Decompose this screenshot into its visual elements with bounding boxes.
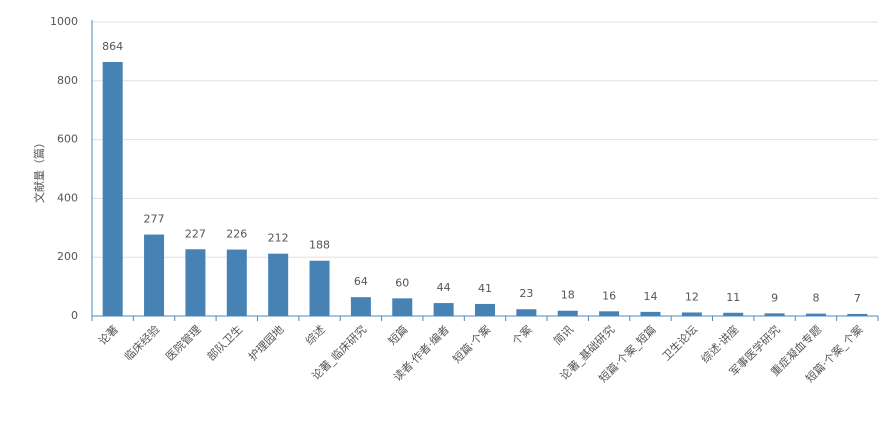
data-label: 60 bbox=[395, 276, 409, 289]
bar bbox=[268, 253, 289, 316]
x-tick-label: 部队卫生 bbox=[204, 322, 245, 363]
x-tick-label: 综述 bbox=[302, 322, 327, 347]
y-tick-label: 1000 bbox=[50, 15, 78, 28]
bar bbox=[516, 309, 537, 316]
data-label: 23 bbox=[519, 287, 533, 300]
y-tick-label: 600 bbox=[57, 133, 78, 146]
data-label: 7 bbox=[854, 292, 861, 305]
bar bbox=[350, 297, 371, 316]
y-tick-label: 800 bbox=[57, 74, 78, 87]
bar bbox=[102, 61, 123, 316]
bar bbox=[805, 313, 826, 316]
x-tick-label: 短篇·个案 bbox=[450, 322, 493, 365]
x-tick-label: 综述·讲座 bbox=[698, 322, 741, 365]
y-tick-label: 0 bbox=[71, 309, 78, 322]
data-label: 226 bbox=[226, 228, 247, 241]
data-label: 18 bbox=[561, 289, 575, 302]
y-axis-label: 文献量（篇） bbox=[32, 137, 46, 203]
x-tick-label: 论著 bbox=[95, 322, 120, 347]
bar bbox=[847, 313, 868, 316]
data-label: 12 bbox=[685, 290, 699, 303]
x-tick-label: 简讯 bbox=[551, 322, 576, 347]
data-label: 16 bbox=[602, 289, 616, 302]
bar bbox=[144, 234, 165, 316]
bar bbox=[433, 303, 454, 316]
data-label: 44 bbox=[437, 281, 451, 294]
bar bbox=[681, 312, 702, 316]
data-label: 8 bbox=[812, 292, 819, 305]
bar bbox=[723, 312, 744, 316]
bar bbox=[309, 260, 330, 316]
data-label: 9 bbox=[771, 291, 778, 304]
x-tick-label: 短篇 bbox=[385, 322, 410, 347]
x-tick-label: 卫生论坛 bbox=[659, 322, 700, 363]
data-label: 277 bbox=[144, 213, 165, 226]
bar bbox=[640, 311, 661, 316]
data-label: 227 bbox=[185, 227, 206, 240]
data-label: 14 bbox=[643, 290, 657, 303]
bar bbox=[557, 310, 578, 316]
x-tick-label: 护理园地 bbox=[245, 322, 286, 363]
data-label: 41 bbox=[478, 282, 492, 295]
bar bbox=[392, 298, 413, 316]
data-label: 11 bbox=[726, 291, 740, 304]
x-tick-label: 临床经验 bbox=[121, 322, 162, 363]
data-label: 64 bbox=[354, 275, 368, 288]
bar bbox=[185, 249, 206, 316]
bar bbox=[764, 313, 785, 316]
x-tick-label: 医院管理 bbox=[163, 322, 204, 363]
y-tick-label: 200 bbox=[57, 250, 78, 263]
x-tick-label: 个案 bbox=[509, 322, 534, 347]
bar bbox=[599, 311, 620, 316]
data-label: 188 bbox=[309, 239, 330, 252]
bar bbox=[226, 249, 247, 316]
bar bbox=[475, 303, 495, 316]
data-label: 864 bbox=[102, 40, 123, 53]
y-tick-label: 400 bbox=[57, 191, 78, 204]
data-label: 212 bbox=[268, 232, 289, 245]
